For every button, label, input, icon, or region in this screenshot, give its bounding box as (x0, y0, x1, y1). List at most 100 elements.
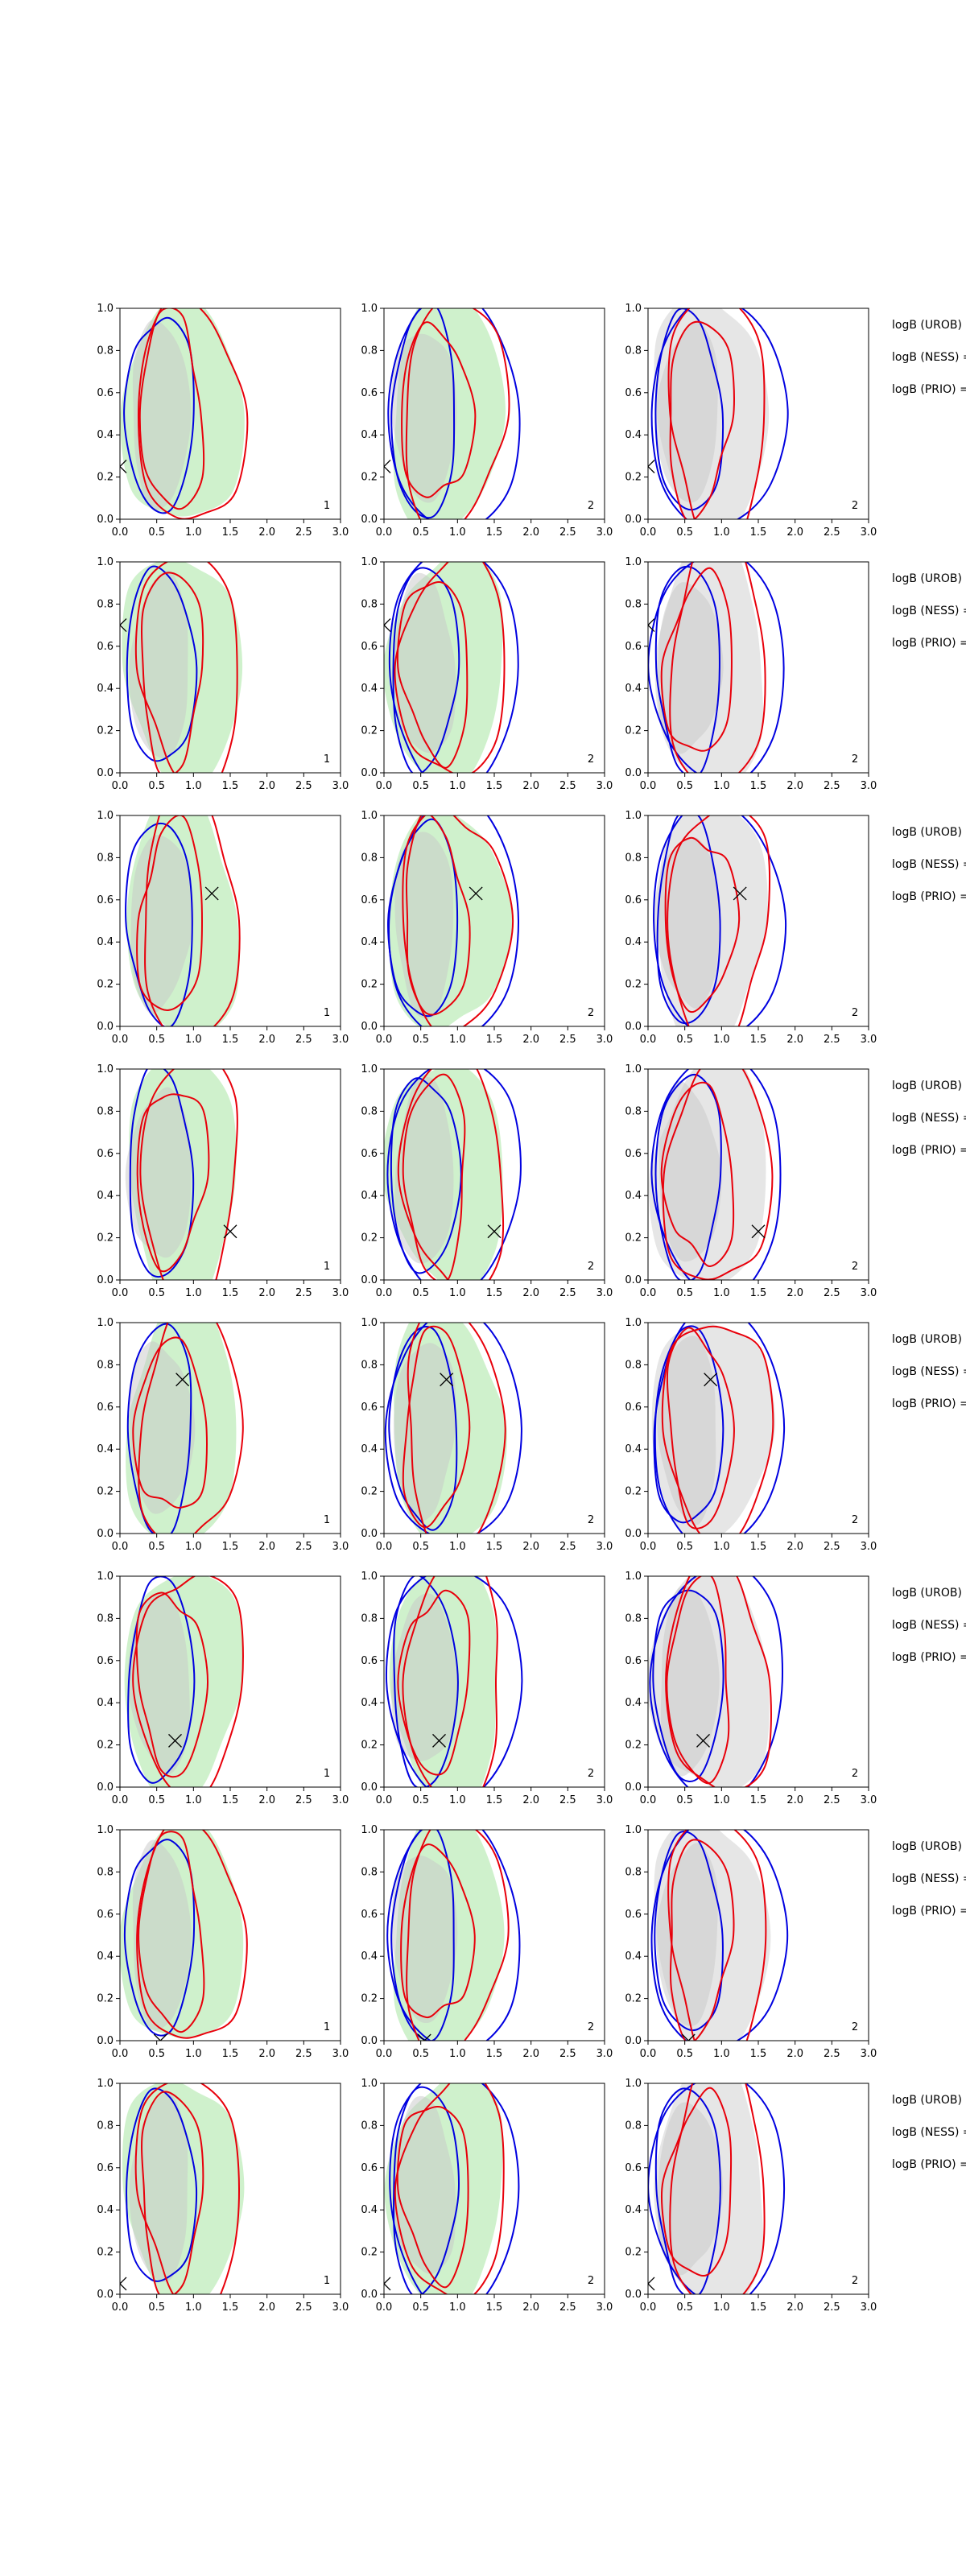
x-tick-label: 1.0 (449, 526, 466, 539)
red-contour-inner (397, 1589, 471, 1776)
x-tick-label: 2.5 (559, 1794, 576, 1806)
x-tick-label: 1.0 (713, 1034, 730, 1046)
x-tick-label: 2.5 (295, 1794, 312, 1806)
y-tick-label: 0.4 (97, 1951, 114, 1963)
x-tick-label: 2.0 (258, 2048, 275, 2060)
y-tick-label: 0.6 (361, 387, 378, 399)
blue-contour-inner (126, 565, 198, 762)
true-value-marker (120, 618, 127, 633)
panel-r4-c3: 0.0 0.5 1.0 1.5 2.0 2.5 3.0 0.0 0.2 0.4 0.6 0.8 1.0 2 (625, 1063, 877, 1299)
y-tick-label: 0.8 (97, 1359, 114, 1371)
x-tick-label: 2.5 (559, 1287, 576, 1299)
y-tick-label: 0.2 (625, 725, 642, 737)
y-tick-label: 1.0 (625, 1063, 642, 1075)
y-tick-label: 0.0 (97, 514, 114, 526)
x-tick-label: 1.0 (713, 1541, 730, 1553)
panel-corner-label: 2 (852, 1768, 858, 1780)
y-tick-label: 0.6 (361, 2162, 378, 2174)
red-contour-inner (138, 308, 205, 510)
red-contour-inner (138, 1831, 205, 2033)
red-contour-outer (394, 2083, 505, 2294)
red-contour-inner (664, 836, 741, 1013)
y-tick-label: 0.6 (625, 1148, 642, 1160)
y-tick-label: 0.0 (97, 2035, 114, 2047)
y-tick-label: 0.0 (97, 2289, 114, 2301)
panel-corner-label: 2 (852, 2275, 858, 2287)
x-tick-label: 1.5 (486, 2301, 503, 2314)
panel-corner-label: 2 (588, 1261, 594, 1273)
blue-contour-inner (126, 1323, 192, 1534)
shaded-region-inner (129, 2092, 188, 2282)
red-contour-outer (397, 1069, 505, 1280)
true-value-marker (175, 1373, 190, 1387)
y-tick-label: 0.6 (361, 641, 378, 653)
red-contour-inner (141, 2091, 204, 2294)
blue-contour-outer (386, 1830, 521, 2041)
x-tick-label: 3.0 (332, 1287, 349, 1299)
blue-contour-outer (654, 1323, 786, 1534)
y-tick-label: 0.2 (97, 1993, 114, 2005)
panel-corner-label: 2 (852, 1514, 858, 1526)
x-tick-label: 0.5 (148, 2301, 165, 2314)
x-tick-label: 2.0 (258, 780, 275, 792)
y-tick-label: 0.4 (97, 1443, 114, 1455)
red-contour-outer (139, 1069, 238, 1280)
y-tick-label: 0.2 (97, 2247, 114, 2259)
x-tick-label: 2.5 (559, 526, 576, 539)
row-log-bayes-text: logB (NESS) = (892, 858, 966, 871)
x-tick-label: 1.0 (185, 526, 202, 539)
true-value-marker (681, 2033, 696, 2041)
y-tick-label: 0.0 (625, 1274, 642, 1286)
true-value-marker (384, 460, 391, 473)
x-tick-label: 2.0 (258, 526, 275, 539)
y-tick-label: 0.6 (625, 641, 642, 653)
x-tick-label: 1.0 (449, 1794, 466, 1806)
row-log-bayes-text: logB (PRIO) = (892, 890, 966, 903)
blue-contour-outer (388, 562, 519, 773)
true-value-marker (384, 618, 391, 633)
x-tick-label: 2.5 (295, 1287, 312, 1299)
x-tick-label: 1.5 (750, 2301, 767, 2314)
row-log-bayes-text: logB (UROB) = (892, 1840, 966, 1853)
x-tick-label: 3.0 (597, 1287, 613, 1299)
y-tick-label: 0.0 (625, 767, 642, 779)
row-log-bayes-text: logB (UROB) = (892, 826, 966, 839)
x-tick-label: 3.0 (861, 2048, 877, 2060)
blue-contour-inner (125, 822, 193, 1026)
y-tick-label: 0.2 (361, 1993, 378, 2005)
x-tick-label: 0.0 (376, 1287, 393, 1299)
x-tick-label: 2.5 (824, 1794, 840, 1806)
y-tick-label: 0.6 (97, 387, 114, 399)
y-tick-label: 0.4 (625, 1443, 642, 1455)
row-log-bayes-text: logB (UROB) = (892, 1080, 966, 1092)
blue-contour-inner (390, 308, 456, 519)
panel-corner-label: 2 (588, 1768, 594, 1780)
shaded-region-inner (658, 1080, 722, 1262)
blue-contour-inner (388, 1326, 458, 1531)
true-value-marker (120, 2277, 127, 2291)
y-tick-label: 0.2 (361, 979, 378, 991)
y-tick-label: 0.2 (625, 979, 642, 991)
x-tick-label: 2.5 (559, 2301, 576, 2314)
x-tick-label: 0.5 (148, 1541, 165, 1553)
y-tick-label: 0.6 (625, 1402, 642, 1414)
row-log-bayes-text: logB (PRIO) = (892, 637, 966, 650)
y-tick-label: 0.4 (625, 1951, 642, 1963)
x-tick-label: 1.5 (222, 1287, 239, 1299)
y-tick-label: 0.4 (625, 2204, 642, 2216)
x-tick-label: 2.0 (522, 1541, 539, 1553)
y-tick-label: 0.0 (361, 767, 378, 779)
panel-corner-label: 2 (852, 1261, 858, 1273)
x-tick-label: 1.5 (750, 1287, 767, 1299)
red-contour-outer (667, 815, 771, 1026)
panel-r7-c1: 0.0 0.5 1.0 1.5 2.0 2.5 3.0 0.0 0.2 0.4 0.6 0.8 1.0 1 (97, 1824, 349, 2060)
blue-contour-outer (650, 308, 789, 519)
y-tick-label: 1.0 (361, 2078, 378, 2090)
true-value-marker (696, 1733, 710, 1748)
x-tick-label: 2.0 (522, 1034, 539, 1046)
y-tick-label: 0.8 (97, 598, 114, 610)
x-tick-label: 1.5 (222, 1541, 239, 1553)
true-value-marker (648, 618, 655, 633)
shaded-region-inner (393, 1343, 456, 1522)
